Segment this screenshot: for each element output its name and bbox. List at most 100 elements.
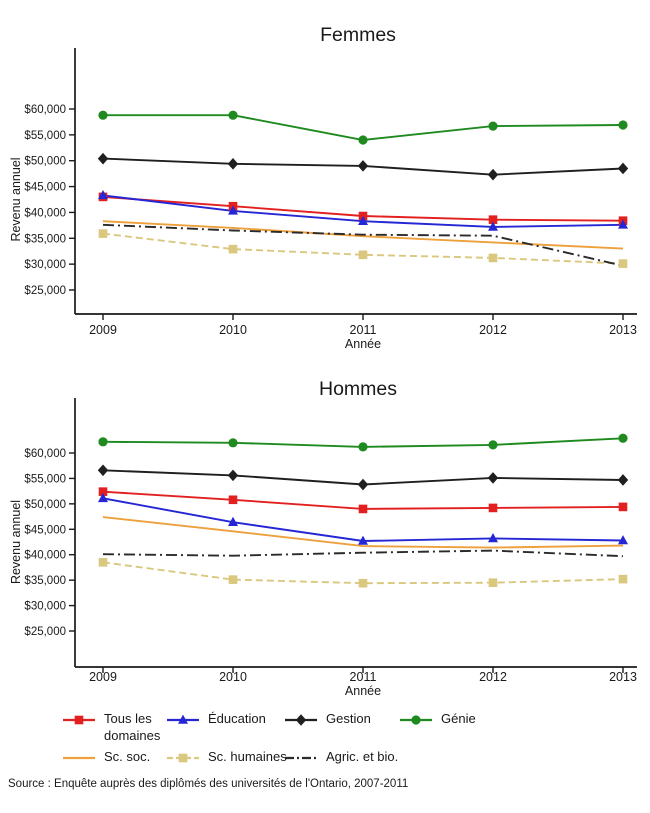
series-marker-gestion bbox=[227, 158, 239, 170]
series-marker-sc-humaines bbox=[358, 578, 368, 588]
legend-item-genie: Génie bbox=[400, 710, 476, 727]
legend-item-gestion: Gestion bbox=[285, 710, 371, 727]
series-marker-tous-les-domaines bbox=[228, 495, 238, 505]
x-tick-label: 2010 bbox=[219, 323, 247, 337]
legend-label-tous-les-domaines: Tous les domaines bbox=[104, 711, 161, 743]
series-marker-gestion bbox=[487, 472, 499, 484]
series-marker-genie bbox=[488, 440, 498, 450]
series-marker-education bbox=[358, 535, 368, 545]
legend-label-sc-humaines: Sc. humaines bbox=[208, 749, 287, 764]
series-marker-sc-humaines bbox=[98, 558, 108, 567]
series-marker-genie bbox=[618, 433, 628, 443]
chart-title: Femmes bbox=[320, 24, 396, 46]
genie-swatch-icon bbox=[400, 715, 432, 725]
series-marker-education bbox=[228, 516, 238, 526]
swatch-marker bbox=[411, 715, 421, 725]
y-tick-label: $45,000 bbox=[24, 182, 66, 194]
series-marker-genie bbox=[358, 135, 368, 145]
series-line-sc-soc bbox=[102, 220, 624, 250]
series-line-agric-et-bio bbox=[102, 223, 624, 267]
source-text: Source : Enquête auprès des diplômés des… bbox=[8, 778, 409, 790]
y-tick-label: $50,000 bbox=[24, 156, 66, 168]
x-tick-label: 2011 bbox=[350, 323, 377, 337]
series-marker-gestion bbox=[97, 152, 109, 165]
series-marker-sc-humaines bbox=[98, 229, 108, 238]
x-tick-label: 2013 bbox=[609, 323, 637, 337]
y-tick-label: $45,000 bbox=[24, 524, 66, 536]
series-marker-education bbox=[618, 219, 628, 229]
series-line-sc-humaines bbox=[102, 232, 624, 265]
series-marker-gestion bbox=[487, 168, 499, 181]
series-marker-education bbox=[358, 215, 368, 226]
y-tick-label: $30,000 bbox=[24, 259, 66, 271]
x-axis-title: Année bbox=[345, 684, 381, 698]
series-marker-sc-humaines bbox=[228, 575, 238, 584]
education-swatch-icon bbox=[167, 714, 199, 724]
legend-item-agric-et-bio: Agric. et bio. bbox=[285, 748, 398, 765]
series-marker-sc-humaines bbox=[618, 574, 628, 584]
y-tick-label: $30,000 bbox=[24, 601, 66, 613]
series-marker-education bbox=[98, 492, 108, 503]
y-axis-title: Revenu annuel bbox=[9, 500, 23, 584]
chart-femmes: Femmes $60,000 $55,000 $50,000 $45,000 $40,00… bbox=[9, 24, 637, 351]
series-marker-genie bbox=[98, 110, 108, 120]
x-tick-label: 2012 bbox=[479, 323, 507, 337]
y-axis-title: Revenu annuel bbox=[9, 157, 23, 241]
series-marker-gestion bbox=[617, 162, 629, 175]
series-marker-genie bbox=[618, 120, 628, 130]
series-marker-genie bbox=[228, 110, 238, 120]
agric-et-bio-swatch-icon bbox=[285, 756, 317, 760]
y-tick-label: $50,000 bbox=[24, 499, 66, 511]
series-line-sc-soc bbox=[102, 516, 624, 549]
series-marker-education bbox=[488, 533, 498, 543]
series-marker-sc-humaines bbox=[488, 578, 498, 587]
y-tick-label: $40,000 bbox=[24, 550, 66, 562]
y-tick-label: $60,000 bbox=[24, 448, 66, 460]
y-tick-label: $35,000 bbox=[24, 233, 66, 245]
chart-hommes: Hommes $60,000 $55,000 $50,000 $45,000 $40,00… bbox=[9, 378, 637, 698]
series-marker-sc-humaines bbox=[228, 244, 238, 254]
swatch-marker bbox=[178, 753, 188, 763]
series-marker-gestion bbox=[227, 469, 239, 482]
y-tick-label: $35,000 bbox=[24, 575, 66, 587]
series-marker-tous-les-domaines bbox=[488, 503, 498, 513]
series-marker-tous-les-domaines bbox=[98, 487, 108, 496]
series-marker-education bbox=[228, 205, 238, 215]
x-axis-title: Année bbox=[345, 337, 381, 351]
legend-item-sc-soc: Sc. soc. bbox=[63, 748, 150, 765]
series-marker-gestion bbox=[357, 478, 369, 491]
series-marker-genie bbox=[488, 121, 498, 131]
series-marker-genie bbox=[228, 438, 238, 448]
gestion-swatch-icon bbox=[285, 714, 317, 726]
x-tick-label: 2009 bbox=[89, 323, 117, 337]
x-tick-label: 2011 bbox=[350, 670, 377, 684]
series-line-agric-et-bio bbox=[102, 549, 624, 558]
swatch-marker bbox=[295, 714, 307, 726]
y-tick-label: $25,000 bbox=[24, 626, 66, 638]
legend-item-education: Éducation bbox=[167, 710, 266, 727]
series-marker-tous-les-domaines bbox=[618, 502, 628, 512]
series-marker-gestion bbox=[357, 160, 369, 172]
series-marker-genie bbox=[358, 442, 368, 452]
y-tick-label: $40,000 bbox=[24, 207, 66, 219]
series-marker-education bbox=[488, 221, 498, 231]
legend-label-gestion: Gestion bbox=[326, 711, 371, 726]
swatch-marker bbox=[178, 714, 188, 724]
sc-humaines-swatch-icon bbox=[167, 753, 199, 763]
series-line-sc-humaines bbox=[102, 561, 624, 585]
y-tick-label: $55,000 bbox=[24, 473, 66, 485]
series-marker-gestion bbox=[617, 474, 629, 486]
series-marker-tous-les-domaines bbox=[488, 215, 498, 224]
legend-label-genie: Génie bbox=[441, 711, 476, 726]
series-marker-education bbox=[618, 535, 628, 545]
tous-les-domaines-swatch-icon bbox=[63, 715, 95, 725]
series-marker-genie bbox=[98, 437, 108, 447]
swatch-marker bbox=[74, 715, 84, 725]
series-marker-tous-les-domaines bbox=[358, 504, 368, 514]
y-tick-label: $60,000 bbox=[24, 104, 66, 116]
x-tick-label: 2013 bbox=[609, 670, 637, 684]
series-marker-gestion bbox=[97, 464, 109, 477]
y-tick-label: $55,000 bbox=[24, 130, 66, 142]
legend-item-sc-humaines: Sc. humaines bbox=[167, 748, 287, 765]
sc-soc-swatch-icon bbox=[63, 756, 95, 760]
